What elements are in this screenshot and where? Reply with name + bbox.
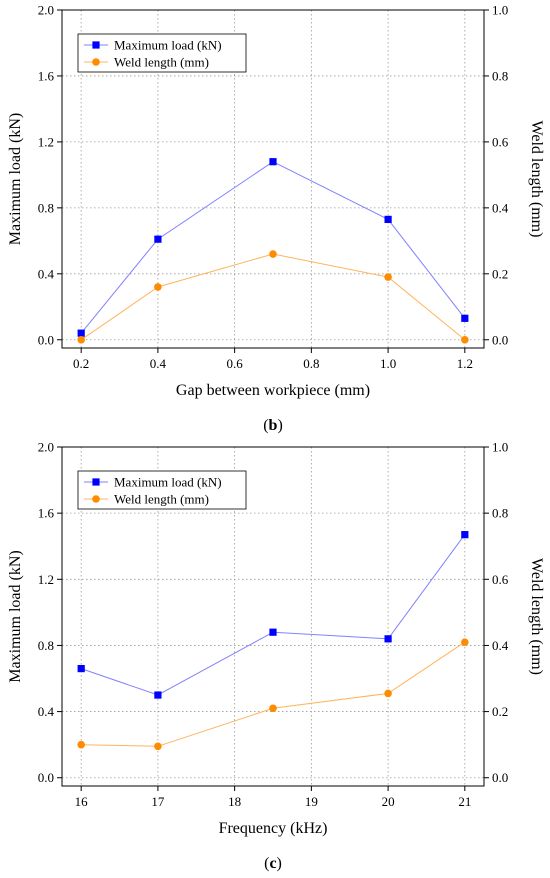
legend-box — [77, 33, 247, 73]
series-line-0 — [80, 161, 466, 334]
legend-marker-square — [92, 41, 100, 49]
y-tick-label: 1.2 — [38, 134, 54, 149]
data-point-load — [77, 329, 85, 337]
data-point-load — [461, 531, 469, 539]
series-line-1 — [80, 253, 466, 341]
data-point-weld — [269, 250, 277, 258]
y2-tick-label: 0.0 — [492, 770, 508, 785]
y-tick-label: 0.8 — [38, 200, 54, 215]
x-tick-label: 0.8 — [303, 356, 319, 371]
y-tick-label: 2.0 — [38, 440, 54, 455]
x-tick-label: 16 — [75, 794, 89, 809]
x-tick-label: 1.0 — [380, 356, 396, 371]
x-tick-label: 0.2 — [73, 356, 89, 371]
y2-tick-label: 0.6 — [492, 572, 509, 587]
plot-frame — [61, 446, 485, 787]
y2-tick-label: 0.8 — [492, 68, 508, 83]
y2-axis-label: Weld length (mm) — [528, 121, 545, 238]
data-point-load — [384, 215, 392, 223]
legend-label: Weld length (mm) — [114, 492, 209, 507]
data-point-weld — [461, 638, 469, 646]
legend-label: Weld length (mm) — [114, 55, 209, 70]
x-axis-label: Gap between workpiece (mm) — [176, 382, 370, 399]
y-axis-label: Maximum load (kN) — [7, 113, 24, 245]
y-tick-label: 0.8 — [38, 638, 54, 653]
data-point-weld — [154, 742, 162, 751]
y-axis-label: Maximum load (kN) — [7, 550, 24, 682]
legend-label: Maximum load (kN) — [114, 475, 222, 490]
y-tick-label: 0.4 — [38, 266, 55, 281]
panel-label: (b) — [263, 417, 283, 434]
data-point-weld — [269, 704, 277, 713]
plot-frame — [61, 9, 485, 349]
y2-tick-label: 0.0 — [492, 332, 508, 347]
legend-box — [77, 470, 247, 510]
chart-panel-c: 16 17 18 19 20 21 0.0 0.4 0.8 1.2 1.6 2.0 0.0 0.2 0.4 0… — [7, 440, 545, 873]
data-point-load — [77, 664, 85, 673]
y2-tick-label: 0.2 — [492, 266, 508, 281]
data-point-load — [269, 628, 277, 636]
panel-letter: b — [269, 417, 278, 434]
y-tick-label: 0.0 — [38, 332, 54, 347]
data-point-load — [461, 314, 469, 322]
chart-panel-b: 0.2 0.4 0.6 0.8 1.0 1.2 0.0 0.4 0.8 1.2 1.6 2.0 0.0 0… — [7, 3, 545, 435]
legend-marker-square — [92, 478, 100, 486]
y2-tick-label: 0.8 — [492, 506, 508, 521]
data-point-weld — [384, 273, 392, 281]
y-tick-label: 1.6 — [38, 68, 55, 83]
legend-marker-circle — [92, 58, 100, 66]
data-point-weld — [77, 335, 85, 344]
data-point-weld — [154, 283, 162, 291]
y2-tick-label: 1.0 — [492, 3, 508, 18]
y2-axis-label: Weld length (mm) — [528, 558, 545, 675]
y-tick-label: 0.4 — [38, 704, 55, 719]
y-tick-label: 2.0 — [38, 3, 54, 18]
y2-tick-label: 0.4 — [492, 200, 509, 215]
panel-label: (c) — [264, 855, 282, 872]
y-tick-label: 0.0 — [38, 770, 54, 785]
y-tick-label: 1.6 — [38, 506, 55, 521]
data-point-load — [154, 691, 162, 699]
data-point-weld — [461, 335, 469, 344]
x-tick-label: 0.6 — [227, 356, 244, 371]
panel-letter: c — [269, 855, 276, 872]
y-tick-label: 1.2 — [38, 572, 54, 587]
y2-tick-label: 0.4 — [492, 638, 509, 653]
data-point-weld — [77, 740, 85, 749]
x-tick-label: 20 — [382, 794, 395, 809]
data-point-weld — [384, 689, 392, 698]
legend-label: Maximum load (kN) — [114, 38, 222, 53]
y2-tick-label: 0.6 — [492, 134, 509, 149]
y2-tick-label: 0.2 — [492, 704, 508, 719]
series-line-0 — [81, 534, 466, 696]
x-tick-label: 21 — [458, 794, 471, 809]
x-tick-label: 17 — [151, 794, 165, 809]
legend-marker-circle — [92, 495, 100, 503]
x-axis-label: Frequency (kHz) — [219, 820, 328, 837]
data-point-load — [269, 158, 277, 166]
x-tick-label: 19 — [305, 794, 318, 809]
x-tick-label: 0.4 — [150, 356, 167, 371]
x-tick-label: 18 — [228, 794, 241, 809]
data-point-load — [154, 235, 162, 243]
x-tick-label: 1.2 — [457, 356, 473, 371]
y2-tick-label: 1.0 — [492, 440, 508, 455]
data-point-load — [384, 635, 392, 643]
series-line-1 — [81, 641, 466, 747]
